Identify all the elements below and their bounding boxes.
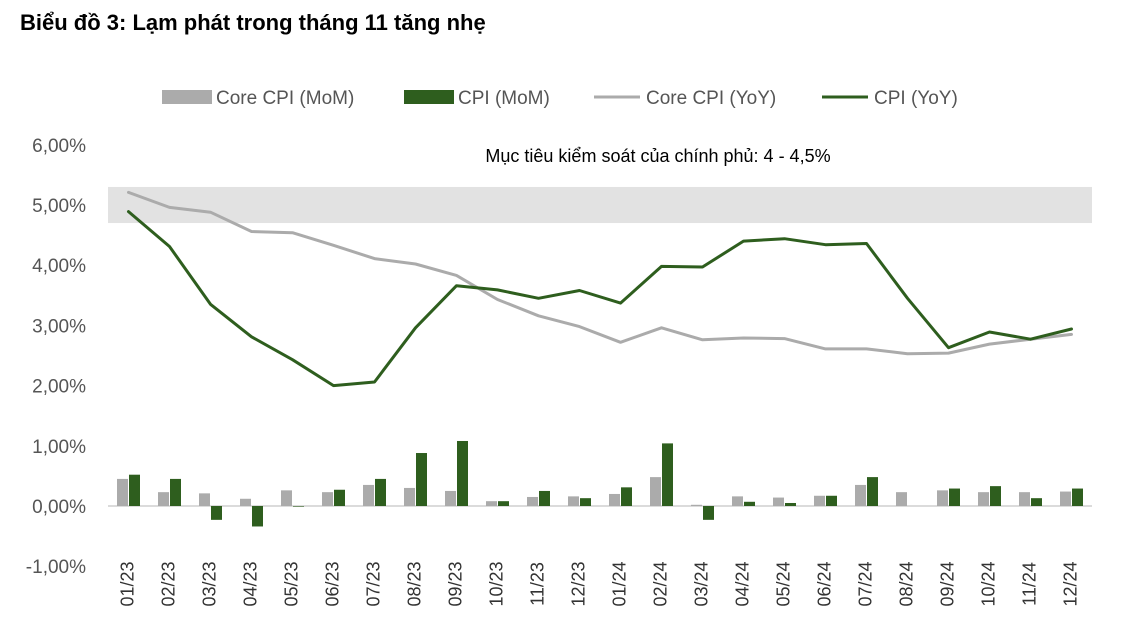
bar-core-cpi-mom bbox=[281, 490, 292, 506]
bar-cpi-mom bbox=[621, 487, 632, 506]
line-core-cpi-yoy bbox=[127, 190, 1073, 356]
bar-core-cpi-mom bbox=[937, 490, 948, 506]
bar-cpi-mom bbox=[990, 486, 1001, 506]
x-tick-label: 12/23 bbox=[568, 561, 588, 606]
x-tick-label: 07/23 bbox=[363, 561, 383, 606]
y-tick-label: 0,00% bbox=[32, 497, 86, 518]
bar-core-cpi-mom bbox=[240, 498, 251, 506]
bar-core-cpi-mom bbox=[978, 492, 989, 506]
bar-core-cpi-mom bbox=[568, 496, 579, 506]
x-tick-label: 09/23 bbox=[445, 561, 465, 606]
target-band-layer bbox=[108, 186, 1092, 224]
bar-cpi-mom bbox=[129, 474, 140, 506]
bar-core-cpi-mom bbox=[1019, 492, 1030, 506]
bar-core-cpi-mom bbox=[117, 478, 128, 506]
bar-cpi-mom bbox=[703, 506, 714, 520]
bar-core-cpi-mom bbox=[732, 496, 743, 506]
bar-core-cpi-mom bbox=[609, 493, 620, 506]
bar-cpi-mom bbox=[1072, 488, 1083, 506]
x-tick-label: 10/24 bbox=[978, 561, 998, 606]
y-tick-label: 5,00% bbox=[32, 196, 86, 217]
bar-cpi-mom bbox=[1031, 498, 1042, 506]
bar-cpi-mom bbox=[211, 506, 222, 520]
bar-cpi-mom bbox=[744, 501, 755, 506]
chart-title: Biểu đồ 3: Lạm phát trong tháng 11 tăng … bbox=[20, 10, 486, 35]
legend-label: CPI (MoM) bbox=[458, 88, 550, 109]
x-tick-label: 11/23 bbox=[527, 562, 547, 606]
x-tick-label: 02/24 bbox=[650, 561, 670, 606]
bar-cpi-mom bbox=[170, 478, 181, 506]
bar-cpi-mom bbox=[416, 453, 427, 506]
target-band bbox=[108, 186, 1092, 224]
target-annotation: Mục tiêu kiểm soát của chính phủ: 4 - 4,… bbox=[485, 146, 830, 166]
bar-core-cpi-mom bbox=[158, 492, 169, 506]
bar-core-cpi-mom bbox=[1060, 491, 1071, 506]
bar-core-cpi-mom bbox=[322, 492, 333, 506]
y-tick-label: 6,00% bbox=[32, 136, 86, 157]
x-tick-label: 05/23 bbox=[281, 561, 301, 606]
x-tick-label: 01/23 bbox=[117, 561, 137, 606]
y-tick-label: 2,00% bbox=[32, 377, 86, 398]
y-tick-label: -1,00% bbox=[26, 557, 86, 578]
bar-core-cpi-mom bbox=[199, 493, 210, 506]
bar-core-cpi-mom bbox=[527, 496, 538, 506]
x-tick-label: 05/24 bbox=[773, 561, 793, 606]
x-tick-label: 08/24 bbox=[896, 561, 916, 606]
legend-swatch bbox=[404, 90, 454, 104]
legend-label: CPI (YoY) bbox=[874, 88, 958, 109]
line-cpi-yoy bbox=[127, 210, 1073, 388]
x-tick-label: 01/24 bbox=[609, 561, 629, 606]
bar-layer bbox=[117, 440, 1083, 527]
bar-core-cpi-mom bbox=[896, 492, 907, 506]
x-tick-label: 03/23 bbox=[199, 561, 219, 606]
y-tick-label: 3,00% bbox=[32, 316, 86, 337]
bar-cpi-mom bbox=[662, 443, 673, 506]
axis-layer: -1,00% 0,00% 1,00% 2,00% 3,00% 4,00% 5,00% 6,00… bbox=[26, 136, 1092, 607]
bar-core-cpi-mom bbox=[486, 501, 497, 506]
bar-core-cpi-mom bbox=[404, 487, 415, 506]
bar-core-cpi-mom bbox=[773, 497, 784, 506]
line-layer bbox=[127, 190, 1073, 388]
bar-cpi-mom bbox=[375, 478, 386, 506]
bar-cpi-mom bbox=[293, 506, 304, 507]
bar-cpi-mom bbox=[826, 495, 837, 506]
x-tick-label: 04/23 bbox=[240, 561, 260, 606]
legend: Core CPI (MoM) CPI (MoM) Core CPI (YoY) CPI… bbox=[162, 88, 958, 109]
y-tick-label: 4,00% bbox=[32, 256, 86, 277]
x-tick-label: 02/23 bbox=[158, 561, 178, 606]
bar-core-cpi-mom bbox=[445, 490, 456, 506]
bar-cpi-mom bbox=[457, 440, 468, 506]
bar-cpi-mom bbox=[252, 506, 263, 527]
bar-cpi-mom bbox=[580, 498, 591, 506]
bar-cpi-mom bbox=[539, 490, 550, 506]
bar-cpi-mom bbox=[949, 488, 960, 506]
legend-label: Core CPI (MoM) bbox=[216, 88, 354, 109]
bar-cpi-mom bbox=[498, 501, 509, 506]
y-tick-label: 1,00% bbox=[32, 437, 86, 458]
x-tick-label: 04/24 bbox=[732, 561, 752, 606]
x-tick-label: 07/24 bbox=[855, 561, 875, 606]
legend-swatch bbox=[162, 90, 212, 104]
x-tick-label: 10/23 bbox=[486, 561, 506, 606]
x-tick-label: 06/23 bbox=[322, 561, 342, 606]
x-tick-label: 06/24 bbox=[814, 561, 834, 606]
bar-core-cpi-mom bbox=[650, 477, 661, 506]
bar-cpi-mom bbox=[785, 502, 796, 506]
bar-core-cpi-mom bbox=[814, 495, 825, 506]
bar-core-cpi-mom bbox=[691, 504, 702, 506]
x-tick-label: 03/24 bbox=[691, 561, 711, 606]
x-tick-label: 09/24 bbox=[937, 561, 957, 606]
bar-core-cpi-mom bbox=[363, 484, 374, 506]
bar-cpi-mom bbox=[334, 489, 345, 506]
bar-cpi-mom bbox=[867, 477, 878, 506]
x-tick-label: 12/24 bbox=[1060, 561, 1080, 606]
bar-core-cpi-mom bbox=[855, 484, 866, 506]
legend-label: Core CPI (YoY) bbox=[646, 88, 776, 109]
x-tick-label: 11/24 bbox=[1019, 562, 1039, 606]
x-tick-label: 08/23 bbox=[404, 561, 424, 606]
